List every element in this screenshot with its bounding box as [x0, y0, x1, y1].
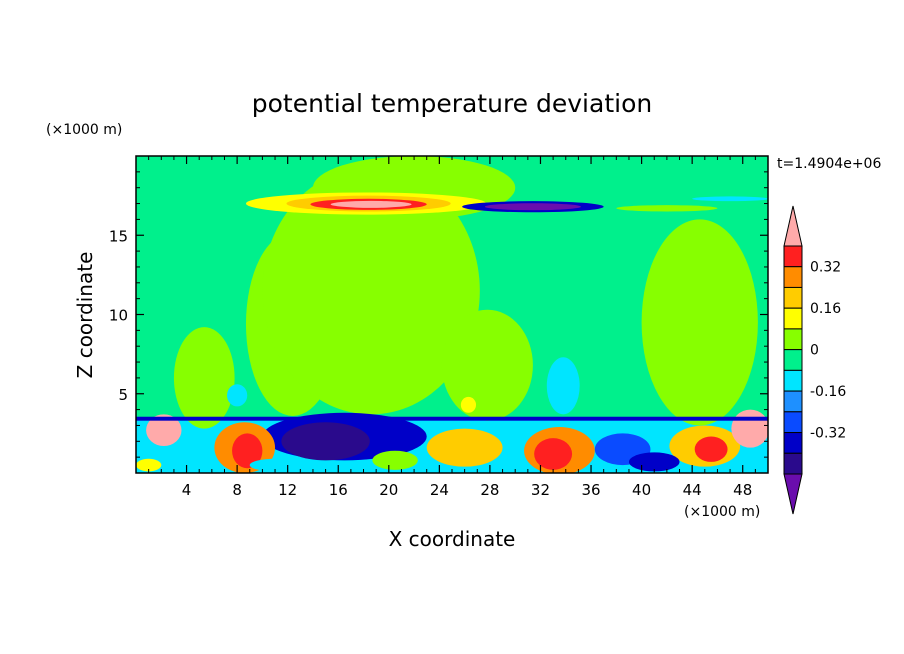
colorbar-box — [783, 369, 803, 392]
colorbar-box — [783, 349, 803, 371]
x-axis: 4 8 12 16 20 24 28 32 36 40 44 48 — [148, 156, 756, 499]
x-tick-label: 48 — [733, 481, 752, 499]
field-region-7 — [460, 396, 477, 413]
field-region-5 — [546, 357, 580, 415]
surface-region-11 — [731, 409, 768, 448]
surface-region-16 — [136, 416, 768, 421]
plot-area — [136, 156, 768, 473]
y-tick-label: 15 — [109, 227, 128, 245]
field-region-15 — [616, 205, 718, 212]
surface-region-6 — [426, 428, 503, 467]
y-axis: 5 10 15 — [109, 171, 768, 458]
colorbar-min-arrow — [783, 473, 803, 515]
colorbar-box — [783, 411, 803, 434]
y-tick-label: 5 — [118, 386, 128, 404]
x-tick-label: 24 — [430, 481, 449, 499]
x-tick-label: 12 — [278, 481, 297, 499]
field-region-1 — [262, 167, 480, 415]
surface-region-5 — [534, 438, 573, 470]
colorbar-max-arrow — [783, 205, 803, 247]
surface-region-14 — [136, 458, 162, 472]
x-axis-unit: (×1000 m) — [684, 504, 760, 520]
field-region-16 — [692, 196, 768, 202]
x-tick-label: 44 — [683, 481, 702, 499]
surface-region-13 — [628, 452, 680, 472]
field-region-2 — [441, 309, 533, 421]
colorbar-box — [783, 266, 803, 288]
y-axis-label: Z coordinate — [73, 252, 97, 379]
x-tick-label: 32 — [531, 481, 550, 499]
colorbar-box — [783, 390, 803, 413]
colorbar-tick-label: 0.16 — [810, 301, 841, 317]
x-tick-label: 16 — [329, 481, 348, 499]
colorbar-box — [783, 307, 803, 330]
surface-region-15 — [372, 450, 418, 470]
surface-region-1 — [281, 422, 370, 461]
y-axis-unit: (×1000 m) — [46, 122, 122, 138]
colorbar-tick-label: -0.32 — [810, 426, 846, 442]
colorbar-tick-label: -0.16 — [810, 384, 846, 400]
x-tick-label: 36 — [581, 481, 600, 499]
field-region-12 — [330, 200, 412, 208]
y-tick-label: 10 — [109, 307, 128, 325]
colorbar-box — [783, 452, 803, 475]
field-region-3 — [641, 219, 758, 426]
surface-region-10 — [146, 414, 182, 447]
surface-region-3 — [232, 433, 263, 469]
colorbar-box — [783, 286, 803, 309]
chart-title: potential temperature deviation — [252, 89, 652, 118]
colorbar-box — [783, 328, 803, 351]
colorbar: 0.32 0.16 0 -0.16 -0.32 — [783, 205, 846, 515]
x-axis-label: X coordinate — [389, 527, 516, 551]
x-tick-label: 4 — [182, 481, 192, 499]
x-tick-label: 20 — [379, 481, 398, 499]
colorbar-box — [783, 432, 803, 454]
field-region-14 — [484, 203, 581, 211]
colorbar-tick-label: 0.32 — [810, 260, 841, 276]
field-region-6 — [227, 384, 248, 407]
surface-region-9 — [694, 436, 728, 462]
time-label: t=1.4904e+06 — [777, 156, 881, 172]
x-tick-label: 40 — [632, 481, 651, 499]
colorbar-tick-label: 0 — [810, 343, 819, 359]
field-region-4 — [173, 327, 235, 429]
colorbar-box — [783, 245, 803, 268]
x-tick-label: 28 — [480, 481, 499, 499]
x-tick-label: 8 — [232, 481, 242, 499]
